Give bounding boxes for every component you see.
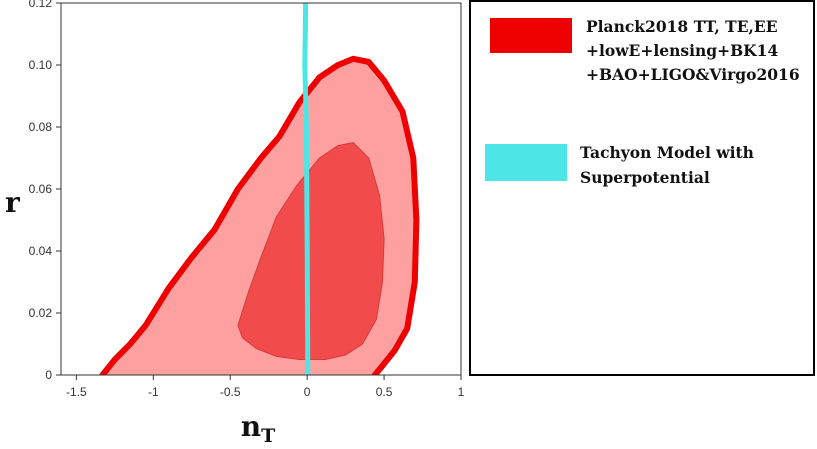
plot-content bbox=[99, 3, 420, 375]
y-tick-label: 0.08 bbox=[29, 120, 53, 134]
x-tick-label: -1.5 bbox=[66, 385, 87, 399]
x-tick-label: -1 bbox=[148, 385, 159, 399]
legend-line: Planck2018 TT, TE,EE bbox=[586, 17, 778, 36]
x-tick-label: -0.5 bbox=[220, 385, 241, 399]
legend-entry-planck: Planck2018 TT, TE,EE +lowE+lensing+BK14 … bbox=[586, 17, 800, 84]
legend-line: Tachyon Model with bbox=[580, 143, 754, 162]
axes: 0 0.02 0.04 0.06 0.08 0.10 0.12 -1.5 -1 -0.5 0 0.5 1 bbox=[29, 0, 465, 399]
legend-entry-tachyon: Tachyon Model with Superpotential bbox=[580, 143, 759, 187]
x-axis-label-subscript: T bbox=[261, 425, 275, 447]
y-axis-label: r bbox=[5, 186, 21, 219]
x-tick-label: 1 bbox=[458, 385, 465, 399]
legend-line: +BAO+LIGO&Virgo2016 bbox=[586, 65, 800, 84]
y-tick-label: 0.06 bbox=[29, 182, 53, 196]
y-tick-label: 0.10 bbox=[29, 58, 53, 72]
inner-confidence-region bbox=[237, 141, 385, 360]
x-tick-label: 0 bbox=[304, 385, 311, 399]
legend-line: +lowE+lensing+BK14 bbox=[586, 41, 778, 60]
outer-contour-edge bbox=[99, 55, 420, 375]
legend-swatch-tachyon bbox=[485, 144, 567, 181]
x-axis-label-main: n bbox=[241, 410, 261, 443]
y-tick-label: 0.04 bbox=[29, 244, 53, 258]
y-tick-label: 0.12 bbox=[29, 0, 53, 10]
legend-swatch-planck bbox=[490, 18, 572, 53]
y-tick-label: 0.02 bbox=[29, 306, 53, 320]
tachyon-model-line bbox=[302, 3, 311, 375]
legend-line: Superpotential bbox=[580, 168, 710, 187]
y-tick-label: 0 bbox=[45, 368, 52, 382]
legend-box bbox=[469, 0, 815, 376]
x-tick-label: 0.5 bbox=[376, 385, 393, 399]
plot-area bbox=[61, 3, 461, 375]
x-axis-label: nT bbox=[241, 410, 276, 447]
legend: Planck2018 TT, TE,EE +lowE+lensing+BK14 … bbox=[469, 0, 815, 376]
